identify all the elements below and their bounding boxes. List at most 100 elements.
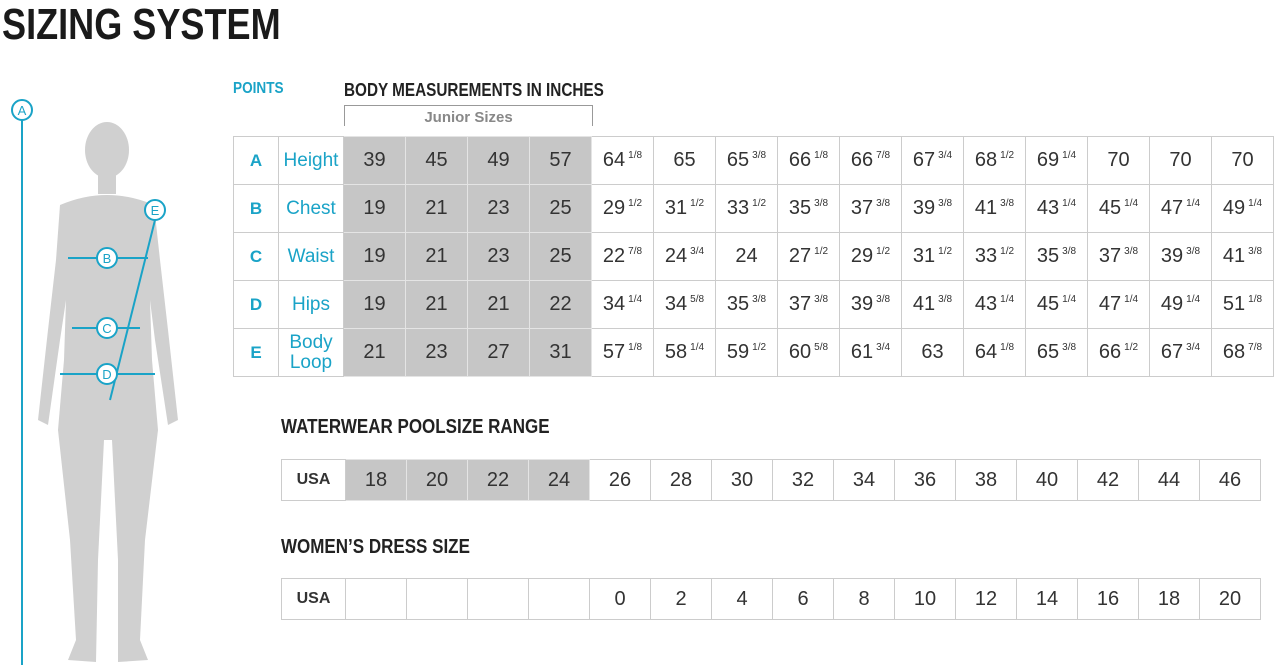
measurement-value: 33 1/2 [715,184,778,233]
fraction-inches: 5/8 [690,294,705,305]
junior-value: 31 [529,328,592,377]
whole-inches: 41 [1222,245,1246,267]
whole-inches: 22 [602,245,626,267]
whole-inches: 69 [1036,149,1060,171]
junior-value: 19 [343,232,406,281]
whole-inches: 67 [1160,341,1184,363]
junior-value: 25 [529,232,592,281]
size-value: 4 [711,578,773,620]
fraction-inches: 3/8 [1062,246,1077,257]
whole-inches: 29 [602,197,626,219]
whole-inches: 66 [850,149,874,171]
fraction-inches: 3/8 [814,294,829,305]
whole-inches: 58 [664,341,688,363]
size-value: 2 [650,578,712,620]
whole-inches: 37 [850,197,874,219]
body-figure-illustration: A B C D E [11,99,178,665]
whole-inches: 66 [1098,341,1122,363]
whole-inches: 39 [1160,245,1184,267]
junior-size: 18 [345,459,407,501]
whole-inches: 37 [1098,245,1122,267]
fraction-inches: 1/8 [628,342,643,353]
measurement-row: E Body Loop 21 23 27 31 57 1/8 58 1/4 59 1/2 60 5/8 61… [233,328,1274,377]
fraction-inches: 3/8 [1248,246,1263,257]
whole-inches: 51 [1222,293,1246,315]
fraction-inches: 1/8 [814,150,829,161]
whole-inches: 47 [1098,293,1122,315]
fraction-inches: 3/8 [752,150,767,161]
whole-inches: 33 [726,197,750,219]
measurement-value: 70 [1211,136,1274,185]
junior-value: 57 [529,136,592,185]
size-value: 12 [955,578,1017,620]
whole-inches: 64 [602,149,626,171]
whole-inches: 49 [1160,293,1184,315]
whole-inches: 70 [1107,149,1130,171]
measurement-value: 61 3/4 [839,328,902,377]
junior-value: 23 [467,232,530,281]
whole-inches: 29 [850,245,874,267]
measurement-value: 70 [1149,136,1212,185]
body-measurements-header: BODY MEASUREMENTS IN INCHES [344,80,604,100]
fraction-inches: 1/2 [1000,150,1015,161]
measurement-value: 37 3/8 [777,280,840,329]
measurement-value: 31 1/2 [653,184,716,233]
measurement-value: 39 3/8 [1149,232,1212,281]
fraction-inches: 1/4 [690,342,705,353]
fraction-inches: 3/8 [938,198,953,209]
measurement-value: 45 1/4 [1025,280,1088,329]
poolsize-title: WATERWEAR POOLSIZE RANGE [281,416,550,438]
measurement-value: 45 1/4 [1087,184,1150,233]
page-title: SIZING SYSTEM [2,0,281,49]
measurement-value: 33 1/2 [963,232,1026,281]
whole-inches: 47 [1160,197,1184,219]
measurement-value: 41 3/8 [1211,232,1274,281]
fraction-inches: 1/4 [1248,198,1263,209]
junior-value: 21 [467,280,530,329]
whole-inches: 57 [602,341,626,363]
measurement-value: 34 5/8 [653,280,716,329]
measurement-value: 43 1/4 [1025,184,1088,233]
measurement-value: 27 1/2 [777,232,840,281]
measurement-value: 31 1/2 [901,232,964,281]
junior-size [345,578,407,620]
fraction-inches: 3/4 [876,342,891,353]
fraction-inches: 1/2 [752,342,767,353]
measurement-value: 60 5/8 [777,328,840,377]
measurement-value: 34 1/4 [591,280,654,329]
fraction-inches: 3/8 [876,198,891,209]
junior-value: 22 [529,280,592,329]
junior-size [406,578,468,620]
measurement-value: 47 1/4 [1149,184,1212,233]
fraction-inches: 1/2 [752,198,767,209]
junior-value: 27 [467,328,530,377]
measurement-value: 37 3/8 [839,184,902,233]
fraction-inches: 1/2 [814,246,829,257]
fraction-inches: 1/2 [876,246,891,257]
measurement-value: 24 3/4 [653,232,716,281]
whole-inches: 24 [735,245,758,267]
measurement-value: 57 1/8 [591,328,654,377]
whole-inches: 61 [850,341,874,363]
fraction-inches: 1/2 [1000,246,1015,257]
point-letter: D [233,280,279,329]
measurement-value: 29 1/2 [591,184,654,233]
fraction-inches: 7/8 [876,150,891,161]
size-value: 20 [1199,578,1261,620]
points-header: POINTS [233,80,284,97]
measurement-value: 41 3/8 [963,184,1026,233]
fraction-inches: 3/8 [938,294,953,305]
measurement-value: 65 3/8 [715,136,778,185]
fraction-inches: 3/4 [938,150,953,161]
measurement-value: 65 3/8 [1025,328,1088,377]
point-letter: E [233,328,279,377]
measurement-value: 39 3/8 [839,280,902,329]
country-label: USA [281,578,346,620]
whole-inches: 66 [788,149,812,171]
junior-size [528,578,590,620]
fraction-inches: 3/8 [876,294,891,305]
measurement-value: 41 3/8 [901,280,964,329]
whole-inches: 39 [912,197,936,219]
measurement-value: 70 [1087,136,1150,185]
measurement-value: 49 1/4 [1149,280,1212,329]
